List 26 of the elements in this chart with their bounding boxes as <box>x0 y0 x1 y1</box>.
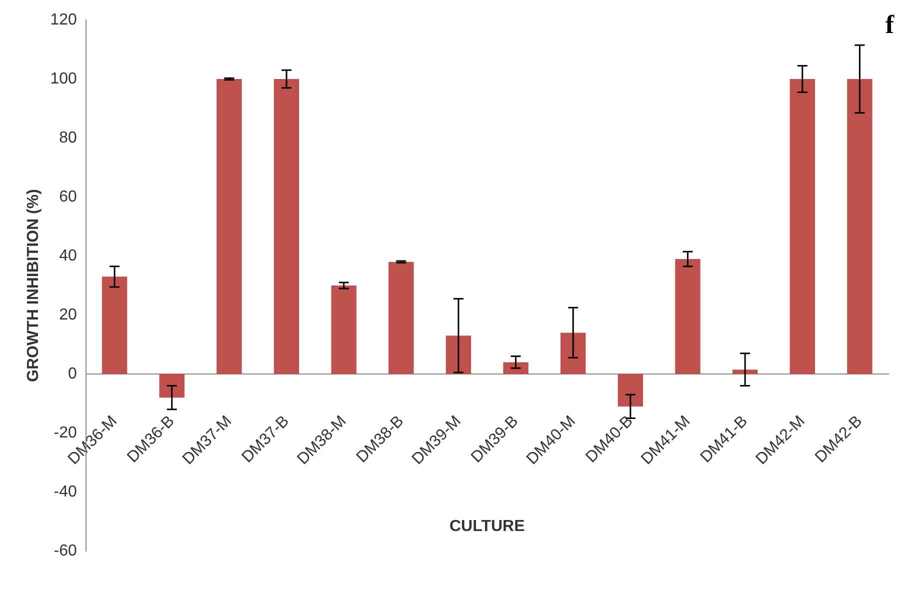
bar <box>331 286 356 374</box>
y-tick-label: 40 <box>59 247 77 264</box>
bar <box>618 374 644 406</box>
y-tick-label: 80 <box>59 129 77 146</box>
y-axis-title: GROWTH INHIBITION (%) <box>25 189 42 382</box>
y-tick-label: -60 <box>54 542 77 560</box>
bar <box>560 332 586 374</box>
bar <box>847 79 872 374</box>
bar <box>388 262 414 374</box>
bar <box>446 336 472 374</box>
bar <box>503 362 528 374</box>
bar <box>675 258 700 374</box>
y-tick-label: 120 <box>50 11 77 28</box>
bar <box>790 79 815 374</box>
bar <box>216 79 242 374</box>
bar <box>102 276 128 374</box>
annotation: f <box>885 10 894 40</box>
y-tick-label: 0 <box>68 365 77 382</box>
bar <box>274 79 300 374</box>
y-tick-label: -40 <box>54 483 77 500</box>
bar <box>159 374 184 398</box>
x-axis-title: CULTURE <box>450 518 526 535</box>
y-tick-label: 60 <box>59 188 77 206</box>
y-tick-label: 20 <box>59 306 77 324</box>
y-tick-label: 100 <box>50 70 77 88</box>
bar <box>732 370 758 374</box>
